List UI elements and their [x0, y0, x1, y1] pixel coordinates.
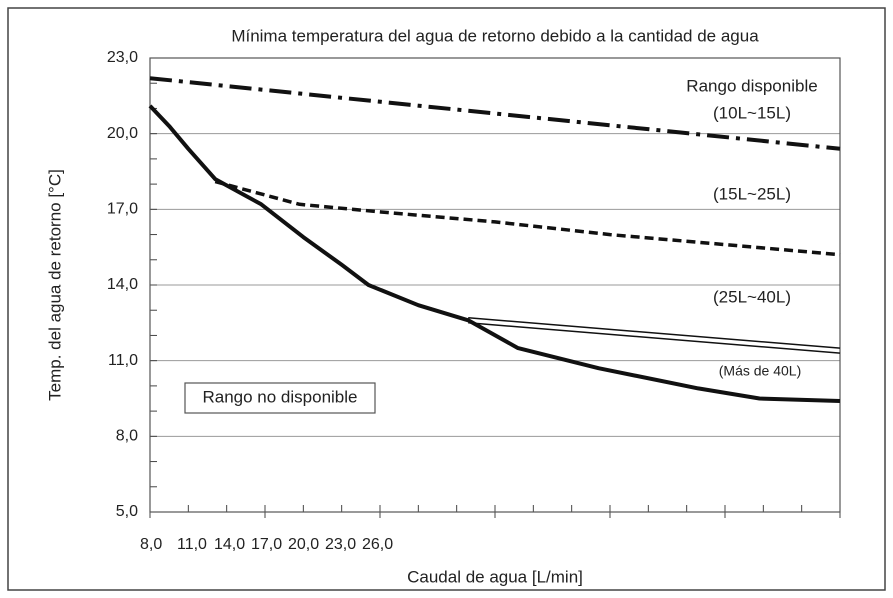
y-tick-label: 8,0 [116, 428, 138, 445]
x-tick-label: 14,0 [214, 536, 245, 553]
y-tick-label: 17,0 [107, 201, 138, 218]
chart-title: Mínima temperatura del agua de retorno d… [231, 26, 759, 45]
x-tick-label: 8,0 [140, 536, 162, 553]
annotation-box [184, 382, 376, 414]
annotation: (10L~15L) [713, 103, 791, 122]
y-axis-label: Temp. del agua de retorno [°C] [45, 169, 64, 401]
data-line [468, 322, 841, 354]
y-tick-label: 11,0 [108, 352, 138, 369]
annotation: Rango no disponible [202, 387, 357, 406]
annotation: (15L~25L) [713, 184, 791, 203]
annotation: (25L~40L) [713, 287, 791, 306]
x-tick-label: 23,0 [325, 536, 356, 553]
y-tick-label: 23,0 [107, 49, 138, 66]
y-tick-label: 20,0 [107, 125, 138, 142]
plot-frame [149, 57, 841, 513]
y-tick-label: 14,0 [107, 276, 138, 293]
outer-border [7, 7, 886, 591]
data-line [148, 104, 841, 403]
x-tick-label: 20,0 [288, 536, 319, 553]
data-line [468, 317, 841, 349]
x-axis-label: Caudal de agua [L/min] [407, 567, 583, 586]
annotation: (Más de 40L) [719, 363, 801, 379]
annotation: Rango disponible [686, 76, 817, 95]
x-tick-label: 11,0 [177, 536, 207, 553]
y-tick-label: 5,0 [116, 503, 138, 520]
x-tick-label: 26,0 [362, 536, 393, 553]
data-line [214, 179, 841, 257]
data-line [149, 76, 841, 151]
x-tick-label: 17,0 [251, 536, 282, 553]
